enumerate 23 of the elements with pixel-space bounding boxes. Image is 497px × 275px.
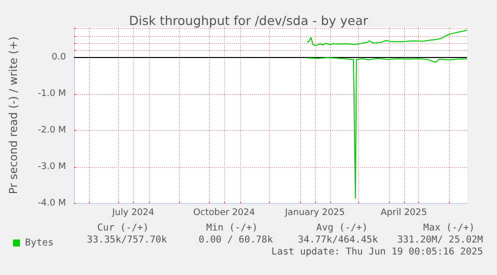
- text: Last update: Thu Jun 19 00:05:16 2025: [271, 246, 483, 258]
- text: Max (-/+): [423, 222, 475, 234]
- text: 34.77k/464.45k: [298, 234, 378, 246]
- legend-label: Bytes: [25, 238, 54, 248]
- x-tick-label: October 2024: [193, 208, 256, 218]
- chart-title: Disk throughput for /dev/sda - by year: [128, 13, 369, 28]
- text: 331.20M/ 25.02M: [397, 234, 484, 246]
- line-series: [306, 57, 468, 199]
- text: 33.35k/757.70k: [86, 234, 168, 246]
- y-tick-label: -2.0 M: [38, 126, 66, 136]
- y-tick-label: 0.0: [52, 52, 66, 63]
- x-tick-label: April 2025: [380, 208, 427, 218]
- y-tick-label: -3.0 M: [38, 162, 66, 172]
- x-tick-label: January 2025: [284, 208, 345, 218]
- text: Min (-/+): [206, 222, 258, 234]
- y-tick-label: -1.0 M: [38, 89, 66, 100]
- line-series: [306, 29, 468, 46]
- text: Avg (-/+): [316, 222, 368, 234]
- text: Cur (-/+): [97, 222, 149, 234]
- y-axis-title: Pr second read (-) / write (+): [7, 36, 20, 194]
- text: 0.00 / 60.78k: [198, 234, 274, 246]
- x-tick-label: July 2024: [111, 208, 154, 218]
- y-tick-label: -4.0 M: [38, 198, 66, 208]
